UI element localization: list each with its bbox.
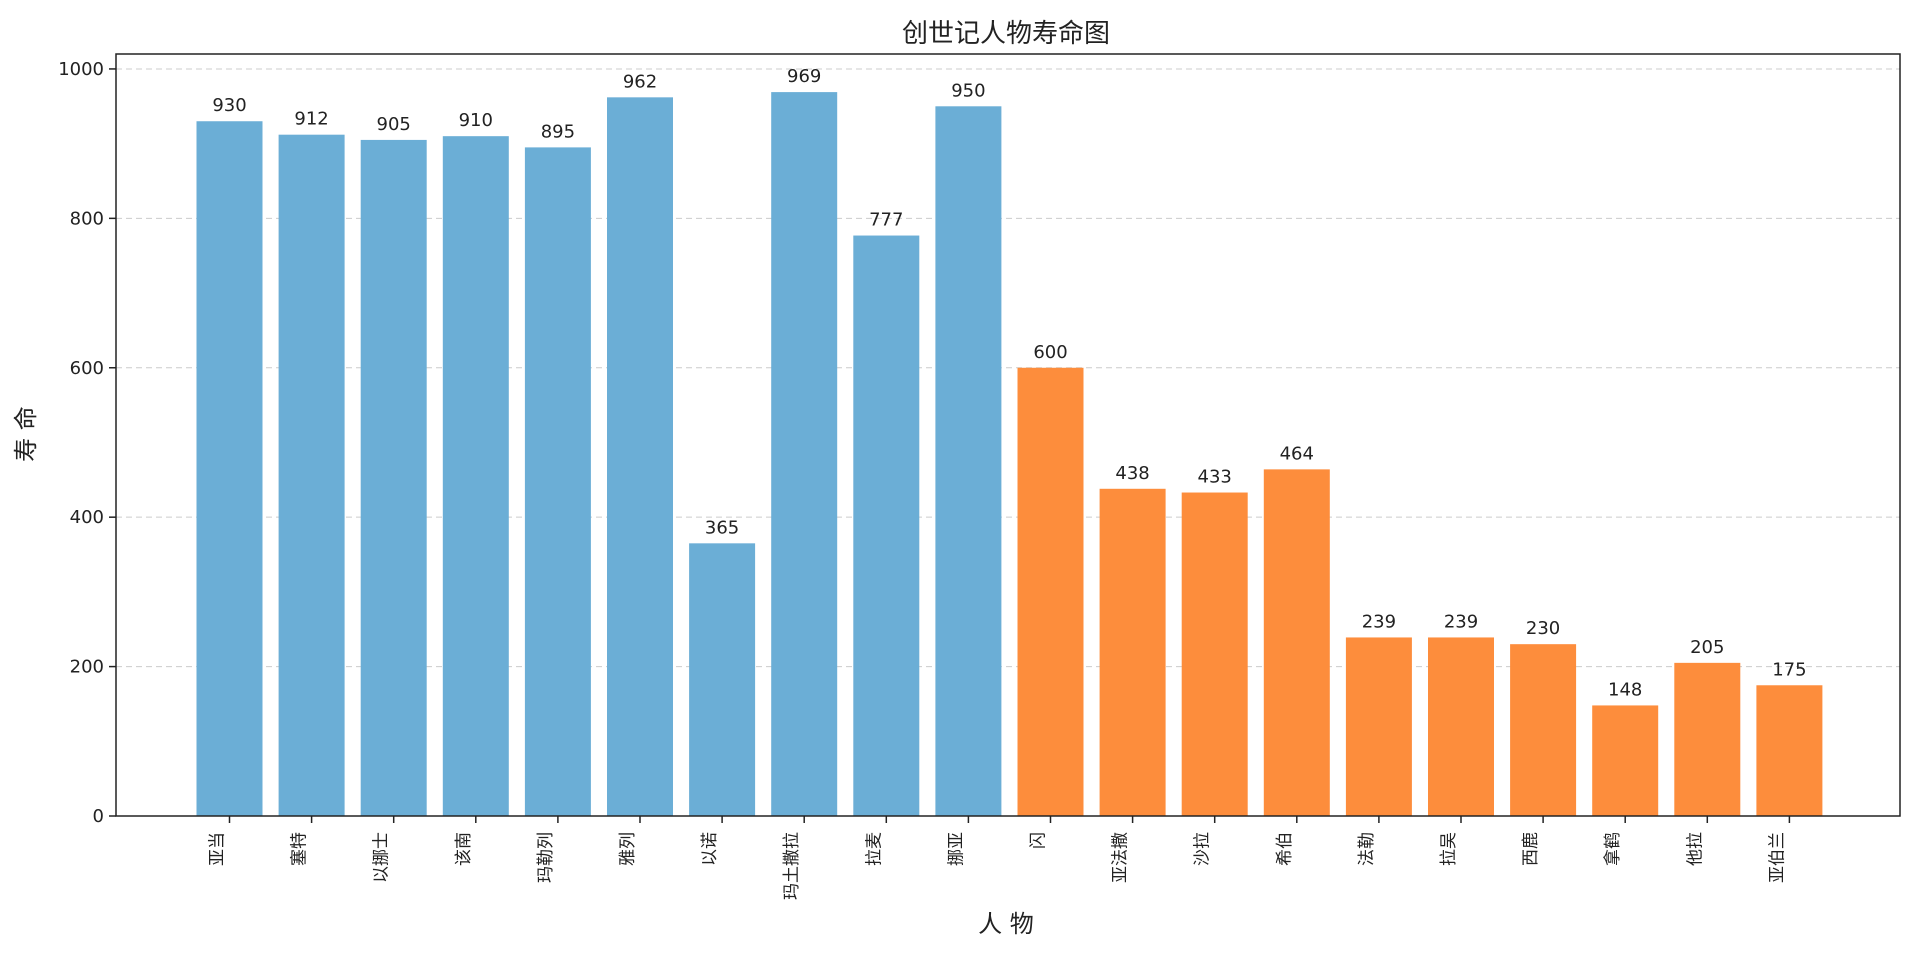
x-axis: 亚当 塞特 以挪士 该南 玛勒列 雅列 以诺 玛土撒拉 拉麦 挪亚 闪 亚法撒 沙拉 希伯 法勒 拉吴 西鹿 拿鹤…	[208, 816, 1791, 900]
y-tick-label: 400	[70, 507, 104, 528]
x-tick-label: 以诺	[700, 832, 720, 866]
x-tick-label: 挪亚	[946, 832, 966, 866]
x-tick-label: 他拉	[1685, 832, 1705, 866]
bar	[1510, 644, 1577, 816]
data-label: 910	[459, 110, 493, 131]
data-label: 239	[1362, 611, 1396, 632]
bar	[607, 97, 673, 817]
data-label: 969	[787, 66, 821, 87]
chart-title: 创世记人物寿命图	[902, 19, 1110, 49]
data-label: 895	[541, 121, 575, 142]
x-tick-label: 拉吴	[1439, 832, 1459, 866]
data-label: 365	[705, 517, 739, 538]
x-tick-label: 亚当	[208, 832, 228, 866]
x-tick-label: 玛勒列	[536, 832, 556, 883]
x-tick-label: 塞特	[290, 832, 310, 866]
bar	[1674, 662, 1741, 816]
x-tick-label: 西鹿	[1521, 832, 1541, 866]
bar	[1181, 492, 1248, 816]
y-tick-label: 200	[70, 657, 104, 678]
x-tick-label: 以挪士	[372, 832, 392, 883]
bar	[1428, 637, 1494, 816]
bar	[278, 134, 345, 816]
bar	[771, 92, 838, 817]
x-tick-label: 亚法撒	[1111, 832, 1131, 883]
x-tick-label: 该南	[454, 832, 474, 866]
x-tick-label: 亚伯兰	[1767, 832, 1787, 883]
y-axis-label: 寿 命	[12, 406, 40, 462]
data-label: 962	[623, 71, 657, 92]
data-label: 905	[377, 114, 411, 135]
bar-layer	[196, 92, 1823, 817]
bar	[1592, 705, 1659, 816]
bar	[1099, 488, 1166, 816]
x-tick-label: 沙拉	[1193, 832, 1213, 866]
bar	[1756, 685, 1823, 816]
bar	[1263, 469, 1330, 816]
bar	[360, 139, 427, 817]
x-tick-label: 拿鹤	[1602, 832, 1623, 866]
data-label: 205	[1690, 637, 1724, 658]
data-label: 438	[1115, 463, 1149, 484]
y-tick-label: 600	[70, 358, 104, 379]
y-axis: 0 200 400 600 800 1000	[58, 59, 116, 827]
data-label-layer: 930 912 905 910 895 962 365 969 777 950 600 438 433 4…	[212, 66, 1806, 700]
x-tick-label: 玛土撒拉	[782, 832, 802, 900]
x-tick-label: 拉麦	[864, 832, 884, 866]
data-label: 175	[1772, 659, 1806, 680]
bar	[524, 147, 591, 817]
data-label: 777	[869, 210, 903, 231]
data-label: 912	[294, 109, 328, 130]
data-label: 464	[1280, 443, 1314, 464]
bar	[442, 136, 509, 817]
y-tick-label: 800	[70, 208, 104, 229]
x-tick-label: 法勒	[1357, 832, 1377, 866]
data-label: 148	[1608, 679, 1642, 700]
data-label: 239	[1444, 611, 1478, 632]
bar	[689, 543, 756, 816]
y-tick-label: 1000	[58, 59, 104, 80]
x-tick-label: 雅列	[618, 832, 638, 866]
x-axis-label: 人 物	[978, 910, 1034, 938]
data-label: 230	[1526, 618, 1560, 639]
data-label: 950	[951, 80, 985, 101]
bar	[1345, 637, 1412, 816]
bar	[935, 106, 1002, 816]
bar	[196, 121, 263, 816]
bar	[853, 235, 920, 817]
data-label: 433	[1198, 467, 1232, 488]
y-tick-label: 0	[93, 806, 104, 827]
x-tick-label: 闪	[1029, 832, 1049, 849]
data-label: 930	[212, 95, 246, 116]
bar	[1017, 367, 1084, 816]
data-label: 600	[1033, 342, 1067, 363]
plot-frame	[115, 53, 1901, 817]
x-tick-label: 希伯	[1275, 832, 1295, 866]
